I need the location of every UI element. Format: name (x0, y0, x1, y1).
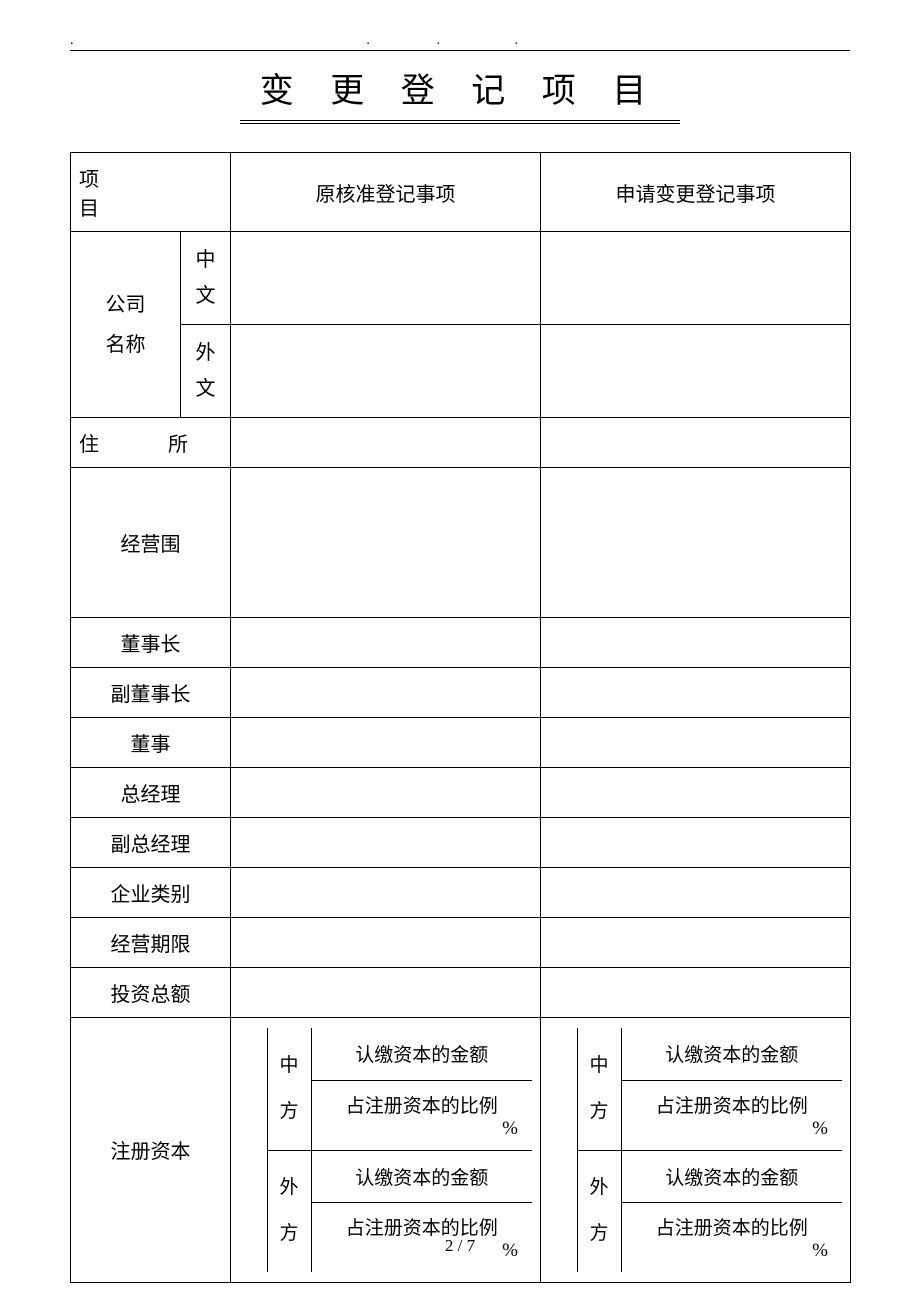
row-company-name-cn: 公司 名称 中 文 (71, 232, 851, 325)
label-foreign: 外 文 (181, 325, 231, 418)
registration-table: 项 目 原核准登记事项 申请变更登记事项 公司 名称 中 文 外 文 (70, 152, 851, 1283)
row-vice-chairman: 副董事长 (71, 668, 851, 718)
cell-original-vice-chairman (231, 668, 541, 718)
capital-subtable-requested: 中 方 认缴资本的金额 占注册资本的比例 % 外 (549, 1028, 842, 1272)
cell-requested-investment (541, 968, 851, 1018)
row-company-name-foreign: 外 文 (71, 325, 851, 418)
row-vice-gm: 副总经理 (71, 818, 851, 868)
cell-original-vice-gm (231, 818, 541, 868)
cell-requested-address (541, 418, 851, 468)
document-page: . . . 变 更 登 记 项 目 项 目 原核准登记事项 申请变更登记事项 公… (0, 0, 920, 1283)
page-title: 变 更 登 记 项 目 (240, 63, 680, 124)
label-director: 董事 (71, 718, 231, 768)
row-scope: 经营围 (71, 468, 851, 618)
cell-original-chairman (231, 618, 541, 668)
label-ratio-cn-req: 占注册资本的比例 % (621, 1080, 842, 1150)
cell-requested-name-foreign (541, 325, 851, 418)
cell-requested-vice-gm (541, 818, 851, 868)
col-header-original: 原核准登记事项 (231, 153, 541, 232)
label-address: 住 所 (71, 418, 231, 468)
cell-original-type (231, 868, 541, 918)
label-subscribed-cn-req: 认缴资本的金额 (621, 1028, 842, 1080)
row-total-investment: 投资总额 (71, 968, 851, 1018)
label-operation-period: 经营期限 (71, 918, 231, 968)
cell-original-investment (231, 968, 541, 1018)
row-address: 住 所 (71, 418, 851, 468)
cell-original-address (231, 418, 541, 468)
label-cn-party: 中 方 (267, 1028, 311, 1150)
label-enterprise-type: 企业类别 (71, 868, 231, 918)
cell-original-period (231, 918, 541, 968)
label-chairman: 董事长 (71, 618, 231, 668)
cell-requested-scope (541, 468, 851, 618)
label-subscribed-foreign: 认缴资本的金额 (311, 1150, 532, 1202)
label-cn-party-req: 中 方 (577, 1028, 621, 1150)
label-vice-chairman: 副董事长 (71, 668, 231, 718)
cell-requested-vice-chairman (541, 668, 851, 718)
cell-requested-type (541, 868, 851, 918)
col-header-requested: 申请变更登记事项 (541, 153, 851, 232)
cell-requested-chairman (541, 618, 851, 668)
row-enterprise-type: 企业类别 (71, 868, 851, 918)
cell-original-name-cn (231, 232, 541, 325)
cell-requested-gm (541, 768, 851, 818)
header-rule: . . . (70, 50, 850, 51)
row-operation-period: 经营期限 (71, 918, 851, 968)
label-subscribed-cn: 认缴资本的金额 (311, 1028, 532, 1080)
label-subscribed-foreign-req: 认缴资本的金额 (621, 1150, 842, 1202)
cell-requested-period (541, 918, 851, 968)
label-gm: 总经理 (71, 768, 231, 818)
label-ratio-cn: 占注册资本的比例 % (311, 1080, 532, 1150)
table-header-row: 项 目 原核准登记事项 申请变更登记事项 (71, 153, 851, 232)
cell-requested-name-cn (541, 232, 851, 325)
capital-subtable-original: 中 方 认缴资本的金额 占注册资本的比例 % 外 (239, 1028, 532, 1272)
page-footer: 2 / 7 (0, 1236, 920, 1256)
cell-original-scope (231, 468, 541, 618)
row-chairman: 董事长 (71, 618, 851, 668)
cell-requested-director (541, 718, 851, 768)
label-chinese: 中 文 (181, 232, 231, 325)
row-gm: 总经理 (71, 768, 851, 818)
cell-original-director (231, 718, 541, 768)
col-header-item: 项 目 (71, 153, 231, 232)
cell-original-gm (231, 768, 541, 818)
label-company-name: 公司 名称 (71, 232, 181, 418)
label-total-investment: 投资总额 (71, 968, 231, 1018)
cell-original-name-foreign (231, 325, 541, 418)
row-director: 董事 (71, 718, 851, 768)
label-scope: 经营围 (71, 468, 231, 618)
label-vice-gm: 副总经理 (71, 818, 231, 868)
